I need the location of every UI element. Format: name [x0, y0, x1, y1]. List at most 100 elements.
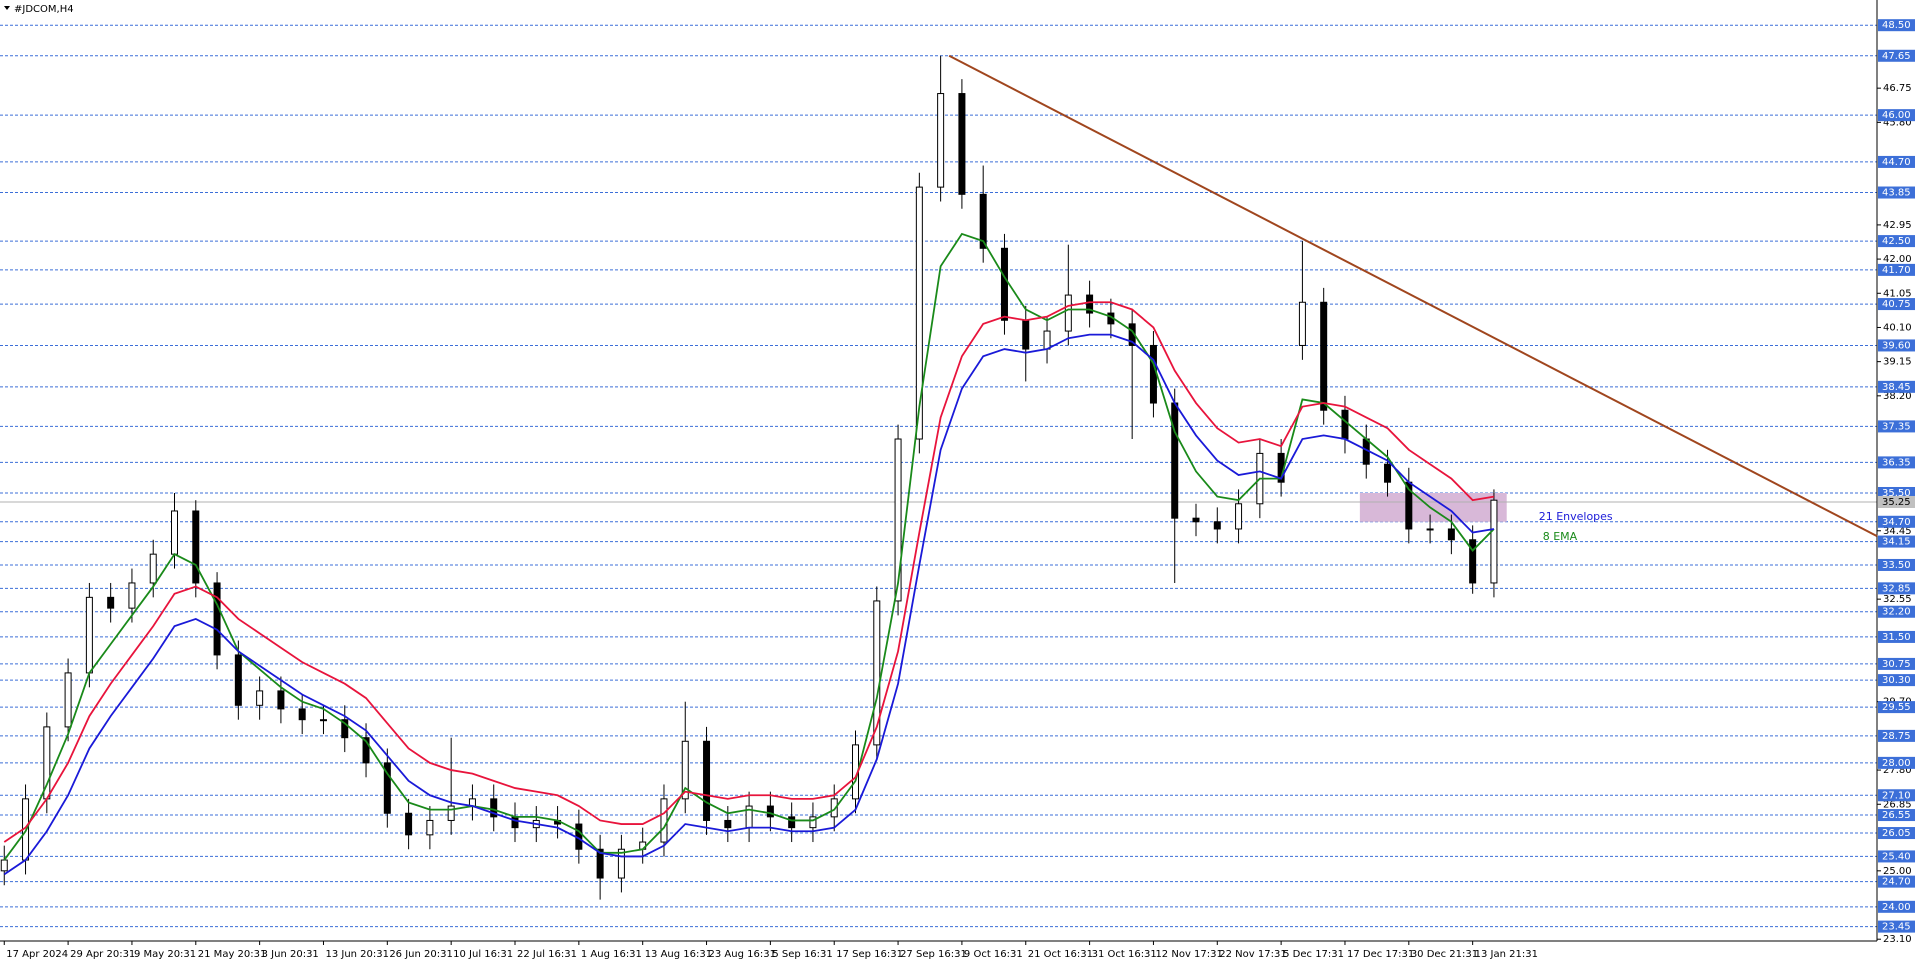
candle-body: [1341, 409, 1349, 440]
candle-body: [447, 805, 455, 821]
x-tick-label: 23 Aug 16:31: [709, 949, 776, 960]
level-label-box: [1878, 701, 1915, 714]
y-tick-label: 41.05: [1883, 288, 1912, 299]
level-label-box: [1878, 630, 1915, 643]
candle-body: [873, 600, 881, 746]
y-tick-label: 25.00: [1883, 866, 1912, 877]
level-label: 29.55: [1882, 702, 1911, 713]
indicator-line: [3, 333, 1495, 876]
level-label: 25.40: [1882, 851, 1911, 862]
menu-icon: [4, 6, 10, 10]
candle-body: [149, 553, 157, 584]
candle-body: [1320, 301, 1328, 411]
level-label-box: [1878, 235, 1915, 248]
level-label-box: [1878, 756, 1915, 769]
level-label-box: [1878, 657, 1915, 670]
candle-body: [1447, 528, 1455, 541]
candle-body: [809, 816, 817, 829]
candle-body: [937, 93, 945, 188]
candle-body: [405, 812, 413, 836]
candle-body: [171, 510, 179, 555]
candle-body: [426, 819, 434, 836]
candle-body: [1426, 528, 1434, 531]
level-label: 34.15: [1882, 537, 1911, 548]
level-label: 37.35: [1882, 421, 1911, 432]
candle-body: [958, 93, 966, 195]
y-tick-label: 26.85: [1883, 799, 1912, 810]
x-tick-label: 30 Dec 21:31: [1411, 949, 1478, 960]
level-label: 28.75: [1882, 731, 1911, 742]
level-label-box: [1878, 298, 1915, 311]
level-label: 26.55: [1882, 810, 1911, 821]
y-tick-label: 39.15: [1883, 357, 1912, 368]
x-tick-label: 13 Aug 16:31: [645, 949, 712, 960]
level-label: 47.65: [1882, 51, 1911, 62]
candle-body: [1384, 463, 1392, 483]
candle-body: [1022, 319, 1030, 350]
chart-title: #JDCOM,H4: [14, 4, 74, 15]
candle-body: [1235, 503, 1243, 530]
legend-label: 21 Envelopes: [1539, 510, 1613, 523]
candle-body: [213, 582, 221, 656]
candle-body: [319, 719, 327, 722]
x-tick-label: 29 Apr 20:31: [70, 949, 135, 960]
candle-body: [1192, 517, 1200, 523]
candle-body: [617, 848, 625, 879]
candle-body: [1149, 344, 1157, 404]
y-tick-label: 40.10: [1883, 322, 1912, 333]
candle-body: [511, 816, 519, 829]
candle-body: [1043, 330, 1051, 350]
level-label-box: [1878, 875, 1915, 888]
candle-body: [1213, 521, 1221, 530]
level-label-box: [1878, 827, 1915, 840]
candle-body: [107, 596, 115, 609]
level-label: 43.85: [1882, 188, 1911, 199]
level-label: 44.70: [1882, 157, 1911, 168]
x-tick-label: 17 Sep 16:31: [836, 949, 903, 960]
candle-body: [1086, 294, 1094, 314]
x-tick-label: 5 Sep 16:31: [772, 949, 832, 960]
x-tick-label: 21 Oct 16:31: [1028, 949, 1093, 960]
level-label: 24.00: [1882, 902, 1911, 913]
level-label-box: [1878, 900, 1915, 913]
x-tick-label: 9 Oct 16:31: [964, 949, 1023, 960]
level-label-box: [1878, 109, 1915, 122]
level-label-box: [1878, 263, 1915, 276]
level-label: 26.05: [1882, 828, 1911, 839]
y-tick-label: 42.00: [1883, 254, 1912, 265]
candle-body: [383, 762, 391, 814]
last-price-label: 35.25: [1882, 497, 1911, 508]
candle-body: [490, 798, 498, 818]
level-label: 39.60: [1882, 340, 1911, 351]
indicator-line: [3, 232, 1495, 861]
level-label-box: [1878, 19, 1915, 32]
x-tick-label: 27 Sep 16:31: [900, 949, 967, 960]
candle-body: [1000, 247, 1008, 321]
x-tick-label: 13 Jun 20:31: [325, 949, 389, 960]
candle-body: [1469, 539, 1477, 584]
level-label-box: [1878, 49, 1915, 62]
x-tick-label: 31 Oct 16:31: [1092, 949, 1157, 960]
level-label-box: [1878, 850, 1915, 863]
candle-body: [341, 719, 349, 739]
legend-label: 8 EMA: [1543, 530, 1578, 543]
level-label: 41.70: [1882, 265, 1911, 276]
level-label: 48.50: [1882, 20, 1911, 31]
candle-body: [277, 690, 285, 710]
candle-body: [1171, 402, 1179, 519]
level-label-box: [1878, 809, 1915, 822]
last-price-box: [1878, 495, 1915, 508]
candle-body: [0, 859, 8, 872]
level-label-box: [1878, 339, 1915, 352]
candle-body: [85, 596, 93, 674]
level-label: 35.50: [1882, 488, 1911, 499]
level-label: 34.70: [1882, 517, 1911, 528]
level-label: 40.75: [1882, 299, 1911, 310]
level-label: 36.35: [1882, 457, 1911, 468]
y-tick-label: 23.10: [1883, 934, 1912, 945]
level-label-box: [1878, 674, 1915, 687]
x-tick-label: 1 Aug 16:31: [581, 949, 642, 960]
level-label-box: [1878, 920, 1915, 933]
